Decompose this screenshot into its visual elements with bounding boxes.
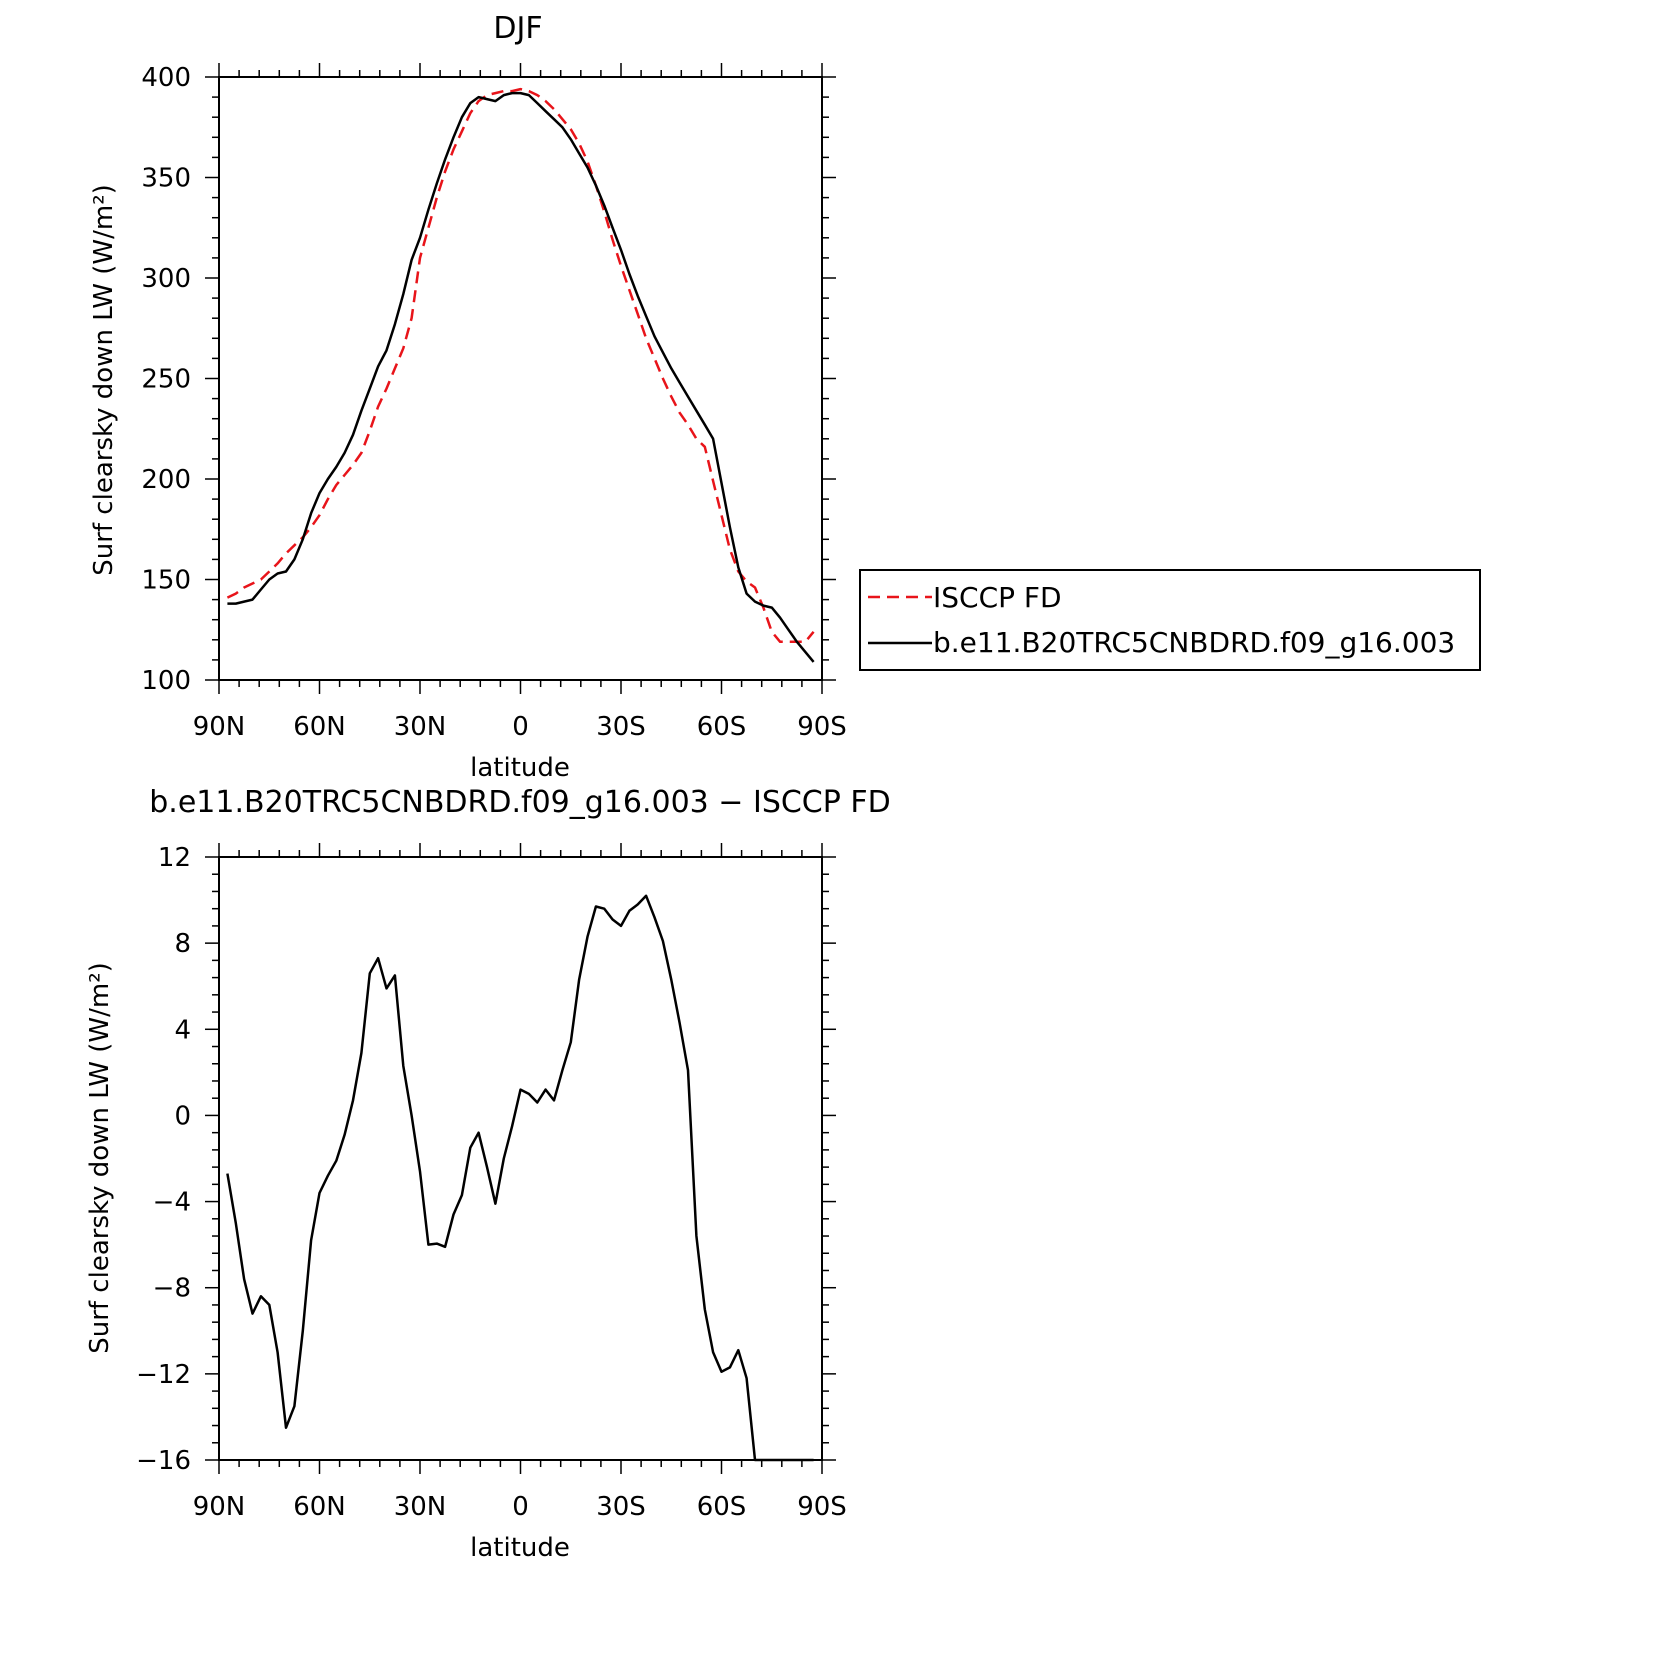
bottom-series-group xyxy=(226,894,814,1462)
top-series-line-0 xyxy=(226,87,815,644)
top-y-tick-label: 400 xyxy=(141,63,191,93)
bottom-x-tick-label: 30S xyxy=(596,1492,646,1522)
bottom-series-line-0 xyxy=(226,894,814,1462)
top-y-axis-label: Surf clearsky down LW (W/m²) xyxy=(89,184,119,576)
top-x-axis-label: latitude xyxy=(470,753,570,783)
bottom-y-tick-label: 12 xyxy=(158,843,191,873)
top-x-tick-label: 90S xyxy=(797,712,847,742)
bottom-x-axis-label: latitude xyxy=(470,1533,570,1563)
top-y-tick-label: 350 xyxy=(141,164,191,194)
top-x-tick-label: 60S xyxy=(697,712,747,742)
top-series-group xyxy=(226,87,815,663)
legend-label-isccp: ISCCP FD xyxy=(933,581,1062,614)
legend-label-model: b.e11.B20TRC5CNBDRD.f09_g16.003 xyxy=(933,626,1455,659)
bottom-y-tick-label: 8 xyxy=(174,929,191,959)
bottom-x-tick-label: 60N xyxy=(293,1492,346,1522)
top-axes: 100 150 200 250 300 350 400 90N 60N 30N 0 30S 60S 90S xyxy=(141,63,847,742)
bottom-y-tick-label: −12 xyxy=(136,1360,191,1390)
top-panel-title: DJF xyxy=(493,11,542,46)
bottom-plot-frame xyxy=(218,856,823,1461)
top-y-tick-label: 200 xyxy=(141,465,191,495)
bottom-y-tick-label: −4 xyxy=(153,1188,191,1218)
bottom-panel: b.e11.B20TRC5CNBDRD.f09_g16.003 − ISCCP … xyxy=(85,785,891,1563)
top-x-tick-label: 90N xyxy=(193,712,246,742)
top-y-tick-label: 250 xyxy=(141,365,191,395)
legend-box xyxy=(859,569,1481,671)
bottom-y-axis-label: Surf clearsky down LW (W/m²) xyxy=(85,962,115,1354)
top-x-tick-label: 0 xyxy=(512,712,529,742)
top-panel: DJF Surf clearsky down LW (W/m²) latitud… xyxy=(89,11,847,783)
top-x-tick-label: 30N xyxy=(394,712,447,742)
top-plot-frame xyxy=(218,76,823,681)
bottom-y-tick-label: −8 xyxy=(153,1274,191,1304)
top-y-tick-label: 100 xyxy=(141,666,191,696)
bottom-x-tick-label: 90S xyxy=(797,1492,847,1522)
bottom-y-tick-label: −16 xyxy=(136,1446,191,1476)
bottom-y-tick-label: 0 xyxy=(174,1101,191,1131)
bottom-x-tick-label: 90N xyxy=(193,1492,246,1522)
top-y-tick-label: 300 xyxy=(141,264,191,294)
top-series-line-1 xyxy=(227,91,815,663)
top-x-tick-label: 60N xyxy=(293,712,346,742)
top-y-tick-label: 150 xyxy=(141,566,191,596)
bottom-x-tick-label: 0 xyxy=(512,1492,529,1522)
top-x-tick-label: 30S xyxy=(596,712,646,742)
legend: ISCCP FD b.e11.B20TRC5CNBDRD.f09_g16.003 xyxy=(859,569,1481,671)
bottom-x-tick-label: 30N xyxy=(394,1492,447,1522)
bottom-x-tick-label: 60S xyxy=(697,1492,747,1522)
bottom-y-tick-label: 4 xyxy=(174,1015,191,1045)
bottom-panel-title: b.e11.B20TRC5CNBDRD.f09_g16.003 − ISCCP … xyxy=(149,785,891,820)
